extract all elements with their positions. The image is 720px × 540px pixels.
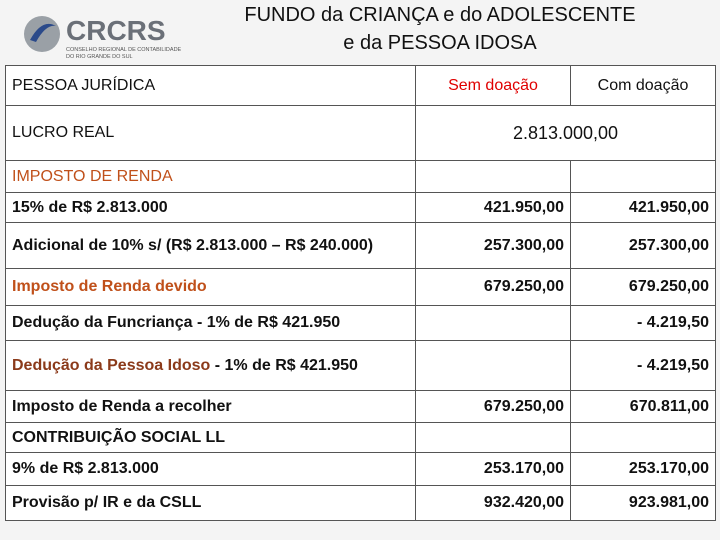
- row-label: Adicional de 10% s/ (R$ 2.813.000 – R$ 2…: [5, 222, 416, 269]
- cell: 679.250,00: [415, 268, 571, 306]
- logo-name: CRCRS: [66, 15, 166, 46]
- row-label: 9% de R$ 2.813.000: [5, 452, 416, 486]
- logo: CRCRS CONSELHO REGIONAL DE CONTABILIDADE…: [24, 15, 182, 60]
- cell: 2.813.000,00: [415, 105, 716, 161]
- cell: 421.950,00: [415, 192, 571, 223]
- cell: [415, 340, 571, 391]
- header-cell: Com doação: [570, 65, 716, 106]
- title: FUNDO da CRIANÇA e do ADOLESCENTE: [244, 4, 636, 26]
- section-label: CONTRIBUIÇÃO SOCIAL LL: [5, 422, 416, 453]
- table: PESSOA JURÍDICA Sem doação Com doação LUCR…: [5, 65, 716, 521]
- cell: 421.950,00: [570, 192, 716, 223]
- cell: 257.300,00: [415, 222, 571, 269]
- title: e da PESSOA IDOSA: [343, 32, 537, 54]
- cell: 670.811,00: [570, 390, 716, 423]
- label-part: - 1% de R$ 421.950: [210, 356, 358, 374]
- label-part: Dedução da Pessoa Idoso: [12, 356, 211, 374]
- logo-subtitle: DO RIO GRANDE DO SUL: [66, 54, 133, 60]
- header-cell: PESSOA JURÍDICA: [5, 65, 416, 106]
- cell: [570, 422, 716, 453]
- cell: 257.300,00: [570, 222, 716, 269]
- row-label: Imposto de Renda a recolher: [5, 390, 416, 423]
- cell: [415, 422, 571, 453]
- cell: [570, 160, 716, 193]
- logo-subtitle: CONSELHO REGIONAL DE CONTABILIDADE: [66, 47, 182, 53]
- cell: [415, 305, 571, 341]
- cell: - 4.219,50: [570, 305, 716, 341]
- cell: [415, 160, 571, 193]
- cell: 679.250,00: [415, 390, 571, 423]
- row-label: Dedução da Funcriança - 1% de R$ 421.950: [5, 305, 416, 341]
- row-label: Provisão p/ IR e da CSLL: [5, 485, 416, 521]
- cell: 923.981,00: [570, 485, 716, 521]
- cell: 932.420,00: [415, 485, 571, 521]
- section-label: IMPOSTO DE RENDA: [5, 160, 416, 193]
- row-label: Dedução da Pessoa Idoso - 1% de R$ 421.9…: [5, 340, 416, 391]
- header-cell: Sem doação: [415, 65, 571, 106]
- row-label: Imposto de Renda devido: [5, 268, 416, 306]
- cell: 253.170,00: [415, 452, 571, 486]
- cell: 679.250,00: [570, 268, 716, 306]
- row-label: LUCRO REAL: [5, 105, 416, 161]
- cell: 253.170,00: [570, 452, 716, 486]
- row-label: 15% de R$ 2.813.000: [5, 192, 416, 223]
- logo-swoosh: [30, 23, 56, 42]
- cell: - 4.219,50: [570, 340, 716, 391]
- logo-icon: [24, 16, 60, 52]
